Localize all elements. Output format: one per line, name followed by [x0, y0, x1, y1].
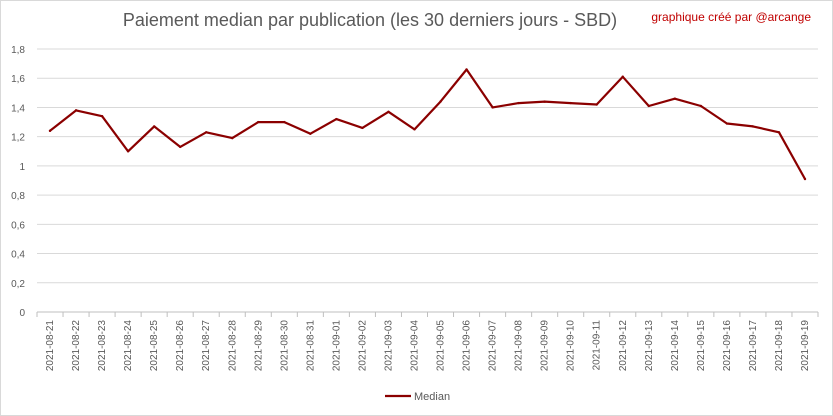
data-point [543, 100, 546, 103]
x-tick-label: 2021-09-16 [722, 320, 733, 372]
data-point [699, 104, 703, 108]
data-point [491, 106, 494, 109]
x-tick-label: 2021-09-08 [514, 320, 525, 372]
data-point [517, 101, 520, 105]
data-point [595, 103, 598, 106]
data-point [231, 136, 234, 140]
data-point [205, 131, 208, 134]
x-tick-label: 2021-09-19 [800, 320, 811, 372]
x-tick-label: 2021-08-25 [149, 320, 160, 372]
data-point [100, 115, 104, 118]
y-tick-label: 1,8 [11, 45, 25, 56]
x-tick-label: 2021-09-04 [409, 320, 420, 372]
x-tick-label: 2021-09-02 [357, 320, 368, 372]
x-tick-label: 2021-09-18 [774, 320, 785, 372]
x-tick-label: 2021-09-01 [331, 320, 342, 372]
data-point [387, 110, 390, 114]
x-tick-label: 2021-08-26 [175, 320, 186, 372]
data-point [803, 177, 807, 181]
x-tick-label: 2021-08-27 [201, 320, 212, 372]
y-tick-label: 0,2 [11, 279, 25, 290]
y-tick-label: 0,8 [11, 191, 25, 202]
x-tick-label: 2021-09-13 [644, 320, 655, 372]
data-point [725, 122, 729, 125]
data-point [335, 117, 338, 121]
x-tick-label: 2021-09-10 [566, 320, 577, 372]
x-tick-label: 2021-08-24 [123, 320, 134, 372]
series-line-median [48, 68, 807, 181]
y-tick-label: 0 [19, 308, 25, 319]
legend: Median [385, 391, 450, 403]
gridlines [36, 48, 819, 317]
x-tick-label: 2021-08-21 [45, 320, 56, 372]
x-tick-label: 2021-08-28 [227, 320, 238, 372]
chart-credit: graphique créé par @arcange [651, 10, 811, 24]
data-point [465, 68, 468, 71]
legend-label: Median [414, 391, 450, 403]
x-tick-label: 2021-08-31 [305, 320, 316, 372]
data-point [257, 120, 260, 124]
x-tick-label: 2021-09-05 [436, 320, 447, 372]
x-tick-label: 2021-09-12 [618, 320, 629, 372]
data-point [283, 120, 286, 124]
data-point [74, 109, 78, 112]
x-tick-label: 2021-09-14 [670, 320, 681, 372]
data-point [777, 131, 781, 134]
y-tick-label: 0,4 [11, 250, 25, 261]
y-tick-label: 1,6 [11, 74, 25, 85]
x-tick-label: 2021-09-03 [383, 320, 394, 372]
data-point [673, 97, 677, 100]
data-point [309, 132, 312, 135]
x-tick-label: 2021-08-30 [279, 320, 290, 372]
x-tick-label: 2021-08-23 [97, 320, 108, 372]
x-tick-labels: 2021-08-21 2021-08-22 2021-08-23 2021-08-24… [45, 320, 811, 372]
x-tick-label: 2021-09-11 [592, 320, 603, 371]
data-point [178, 145, 182, 149]
x-tick-label: 2021-08-22 [71, 320, 82, 372]
data-point [48, 129, 52, 133]
data-point [621, 75, 624, 78]
data-point [126, 150, 130, 153]
data-point [647, 104, 650, 108]
data-point [361, 126, 364, 130]
chart-title: Paiement median par publication (les 30 … [122, 10, 618, 30]
data-point [569, 101, 572, 105]
data-point [751, 125, 755, 128]
y-tick-label: 0,6 [11, 220, 25, 231]
x-tick-label: 2021-09-09 [540, 320, 551, 372]
data-point [152, 125, 156, 128]
x-tick-label: 2021-09-15 [696, 320, 707, 372]
y-tick-label: 1 [19, 162, 25, 173]
y-tick-labels: 0 0,2 0,4 0,6 0,8 1 1,2 1,4 1,6 1,8 [11, 45, 25, 319]
y-tick-label: 1,4 [11, 103, 25, 114]
data-point [413, 128, 416, 131]
x-tick-label: 2021-08-29 [253, 320, 264, 372]
x-tick-label: 2021-09-17 [748, 320, 759, 372]
x-tick-label: 2021-09-07 [488, 320, 499, 372]
series-lines [48, 68, 807, 181]
y-tick-label: 1,2 [11, 133, 25, 144]
x-tick-label: 2021-09-06 [462, 320, 473, 372]
data-point [439, 100, 442, 103]
